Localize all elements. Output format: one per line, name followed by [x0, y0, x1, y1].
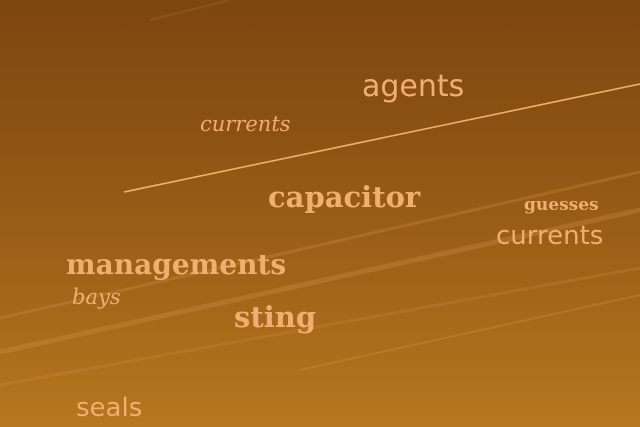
- word-agents: agents: [362, 69, 465, 104]
- word-guesses: guesses: [524, 195, 599, 215]
- word-currents-script: currents: [200, 112, 291, 136]
- faint-contrail: [0, 266, 640, 387]
- word-seals: seals: [76, 393, 143, 423]
- faint-contrail: [0, 207, 640, 355]
- word-capacitor: capacitor: [268, 180, 421, 214]
- word-currents: currents: [496, 221, 604, 251]
- faint-contrail: [299, 294, 640, 371]
- faint-contrail: [149, 0, 231, 21]
- main-contrail: [123, 83, 640, 193]
- word-managements: managements: [66, 248, 287, 281]
- word-bays: bays: [72, 285, 121, 309]
- word-sting: sting: [234, 300, 317, 334]
- faint-contrail: [0, 170, 640, 320]
